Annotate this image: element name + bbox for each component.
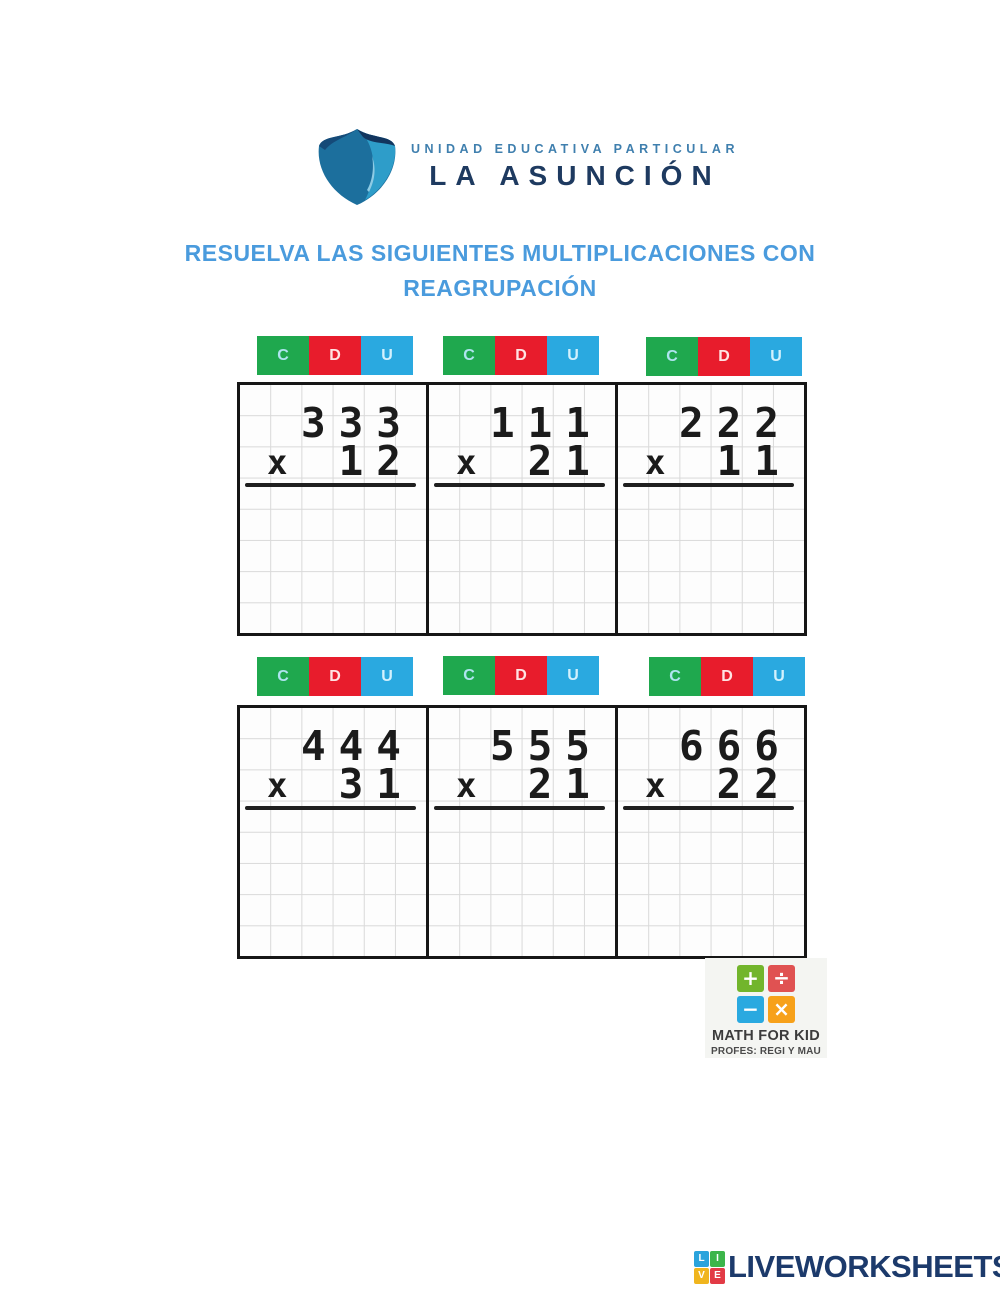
multiplier: 31 [338, 760, 414, 808]
multiplier: 11 [716, 437, 792, 485]
worksheet-title-line1: RESUELVA LAS SIGUIENTES MULTIPLICACIONES… [184, 240, 816, 266]
cdu-header-2: C D U [443, 336, 599, 375]
place-value-hundreds: C [646, 337, 698, 376]
multiplier: 22 [716, 760, 792, 808]
times-icon: × [768, 996, 795, 1023]
icon-letter-v: V [694, 1267, 709, 1284]
place-value-units: U [361, 657, 413, 696]
problem-row-2: 444 x 31 555 x 21 666 x 22 [237, 705, 807, 959]
place-value-hundreds: C [257, 657, 309, 696]
math-for-kid-badge: + ÷ − × MATH FOR KID PROFES: REGI Y MAU [705, 958, 827, 1058]
place-value-tens: D [309, 336, 361, 375]
school-shield-icon [318, 129, 396, 205]
worksheet-title-line2: REAGRUPACIÓN [403, 275, 597, 301]
icon-letter-i: I [710, 1250, 725, 1267]
multiplicand: 333 [300, 399, 414, 447]
school-name-line1: UNIDAD EDUCATIVA PARTICULAR [411, 142, 739, 156]
problem-box-4[interactable]: 444 x 31 [240, 708, 429, 956]
answer-line [245, 806, 416, 810]
multiplicand: 111 [489, 399, 603, 447]
answer-line [623, 806, 794, 810]
multiplicand: 222 [678, 399, 792, 447]
school-header: UNIDAD EDUCATIVA PARTICULAR LA ASUNCIÓN [315, 126, 739, 208]
math-for-kid-title: MATH FOR KID [711, 1028, 821, 1044]
cdu-header-4: C D U [257, 657, 413, 696]
school-name-line2: LA ASUNCIÓN [429, 160, 721, 191]
multiplicand: 555 [489, 722, 603, 770]
answer-line [434, 483, 605, 487]
problem-box-5[interactable]: 555 x 21 [429, 708, 618, 956]
school-name: UNIDAD EDUCATIVA PARTICULAR LA ASUNCIÓN [411, 142, 739, 192]
multiplier: 21 [527, 437, 603, 485]
place-value-tens: D [495, 656, 547, 695]
place-value-units: U [750, 337, 802, 376]
answer-line [245, 483, 416, 487]
place-value-tens: D [701, 657, 753, 696]
place-value-tens: D [309, 657, 361, 696]
place-value-tens: D [698, 337, 750, 376]
liveworksheets-logo[interactable]: L I V E LIVEWORKSHEETS [694, 1249, 1000, 1285]
cdu-header-3: C D U [646, 337, 802, 376]
multiply-operator: x [456, 443, 477, 483]
divide-icon: ÷ [768, 965, 795, 992]
multiply-operator: x [267, 443, 288, 483]
place-value-units: U [547, 336, 599, 375]
multiplicand: 666 [678, 722, 792, 770]
place-value-hundreds: C [257, 336, 309, 375]
place-value-tens: D [495, 336, 547, 375]
multiplier: 12 [338, 437, 414, 485]
multiplicand: 444 [300, 722, 414, 770]
multiply-operator: x [645, 766, 666, 806]
place-value-hundreds: C [443, 336, 495, 375]
math-symbols-logo: + ÷ − × [705, 965, 827, 1023]
answer-line [434, 806, 605, 810]
multiplier: 21 [527, 760, 603, 808]
cdu-header-5: C D U [443, 656, 599, 695]
worksheet-title: RESUELVA LAS SIGUIENTES MULTIPLICACIONES… [0, 240, 1000, 302]
cdu-header-1: C D U [257, 336, 413, 375]
place-value-units: U [753, 657, 805, 696]
icon-letter-e: E [710, 1267, 725, 1284]
icon-letter-l: L [694, 1250, 709, 1267]
minus-icon: − [737, 996, 764, 1023]
problem-box-3[interactable]: 222 x 11 [618, 385, 804, 633]
answer-line [623, 483, 794, 487]
liveworksheets-wordmark: LIVEWORKSHEETS [728, 1249, 1000, 1284]
liveworksheets-icon: L I V E [694, 1250, 725, 1284]
place-value-units: U [547, 656, 599, 695]
cdu-header-6: C D U [649, 657, 805, 696]
place-value-hundreds: C [649, 657, 701, 696]
problem-row-1: 333 x 12 111 x 21 222 x 11 [237, 382, 807, 636]
multiply-operator: x [267, 766, 288, 806]
problem-box-6[interactable]: 666 x 22 [618, 708, 804, 956]
math-for-kid-subtitle: PROFES: REGI Y MAU [711, 1046, 821, 1057]
problem-box-1[interactable]: 333 x 12 [240, 385, 429, 633]
multiply-operator: x [645, 443, 666, 483]
place-value-hundreds: C [443, 656, 495, 695]
place-value-units: U [361, 336, 413, 375]
problem-box-2[interactable]: 111 x 21 [429, 385, 618, 633]
multiply-operator: x [456, 766, 477, 806]
plus-icon: + [737, 965, 764, 992]
